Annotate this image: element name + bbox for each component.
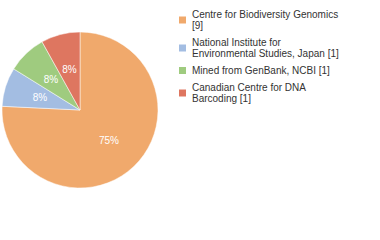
svg-text:Barcoding [1]: Barcoding [1]	[192, 93, 251, 104]
svg-text:Centre for Biodiversity Genomi: Centre for Biodiversity Genomics	[192, 9, 341, 20]
svg-text:75%: 75%	[99, 135, 119, 146]
svg-text:Canadian Centre for DNA: Canadian Centre for DNA	[192, 82, 308, 93]
svg-text:8%: 8%	[62, 64, 77, 75]
svg-text:National Institute for: National Institute for	[192, 37, 284, 48]
svg-text:Mined from GenBank, NCBI [1]: Mined from GenBank, NCBI [1]	[192, 65, 330, 76]
svg-text:8%: 8%	[33, 92, 48, 103]
svg-text:8%: 8%	[44, 74, 59, 85]
svg-text:Environmental Studies, Japan [: Environmental Studies, Japan [1]	[192, 48, 339, 59]
svg-text:[9]: [9]	[192, 20, 203, 31]
